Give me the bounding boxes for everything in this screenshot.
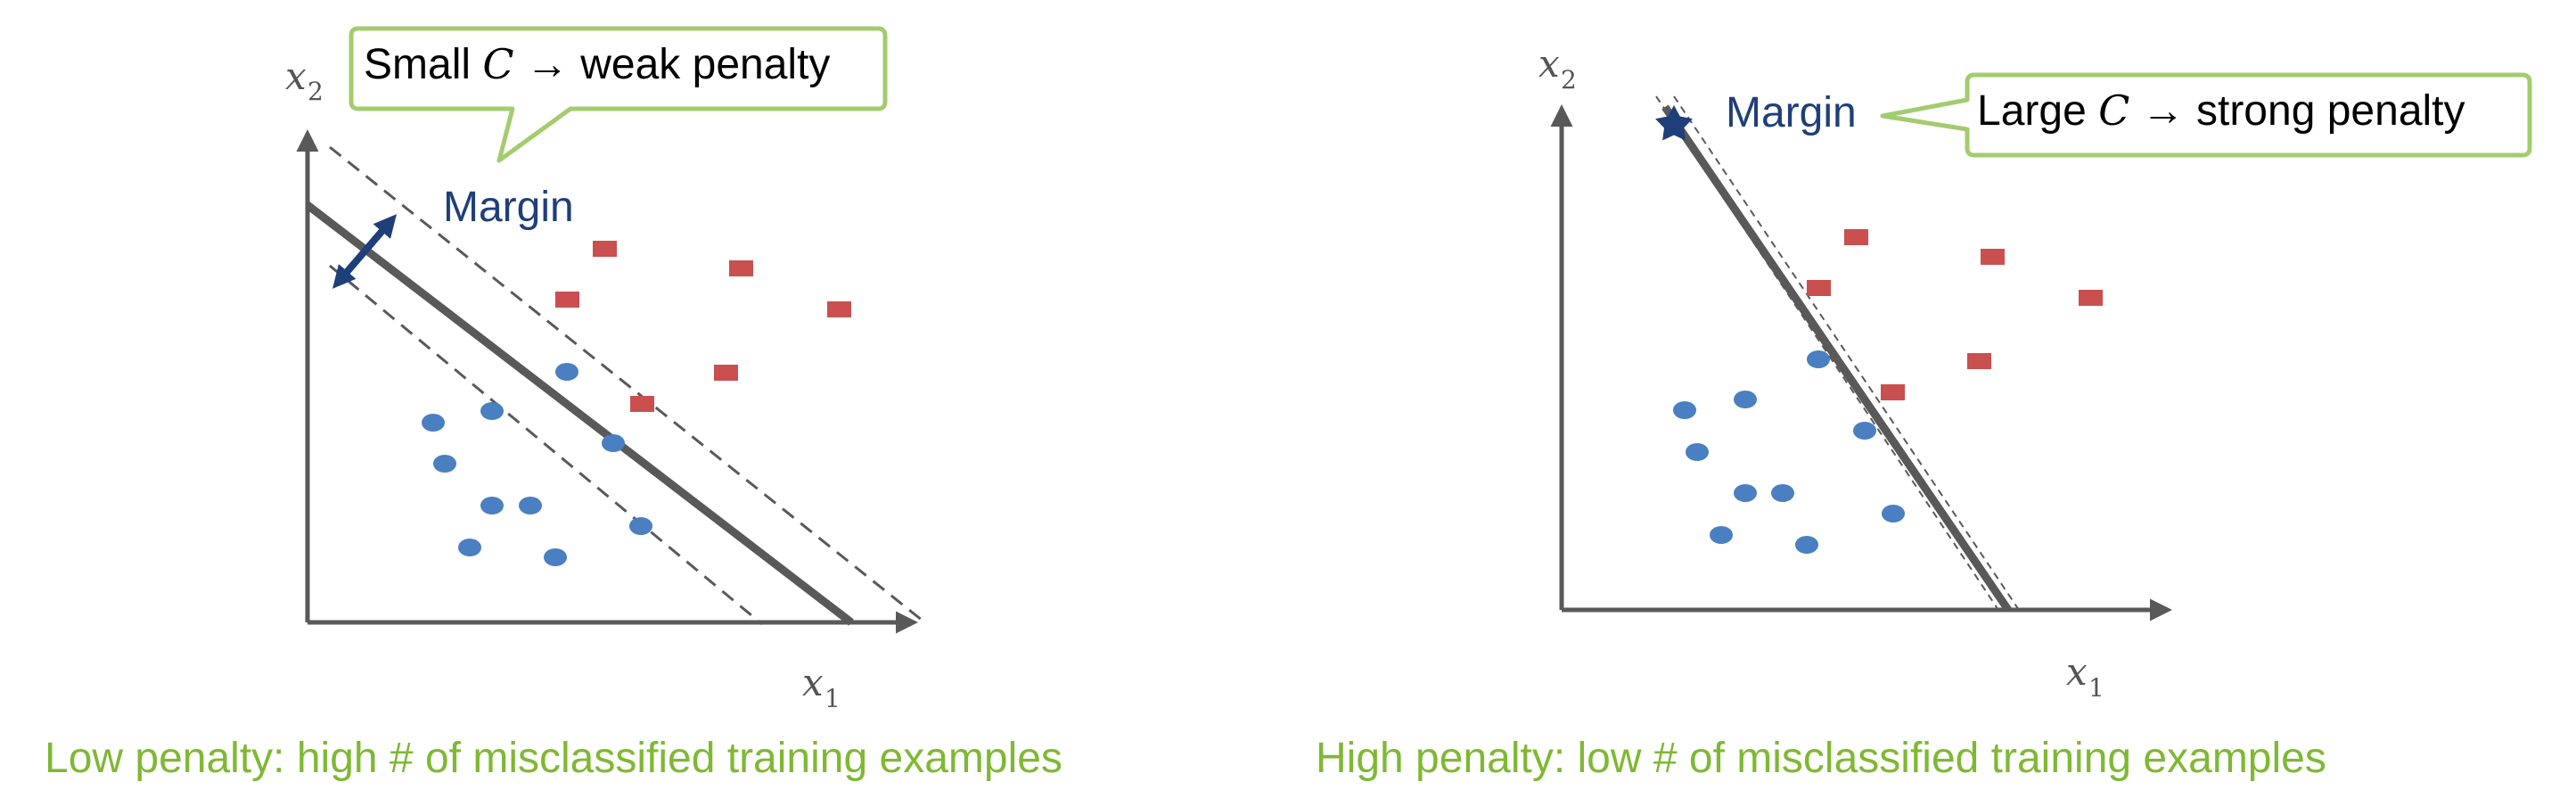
svg-text:x: x [1538,42,1560,86]
data-point-circle [1853,422,1876,440]
svg-text:1: 1 [2088,673,2104,703]
star-icon [1655,105,1693,141]
left-x-axis-label: x 1 [802,661,841,713]
right-right-margin-line [1673,95,2020,611]
data-point-square [593,241,617,257]
data-point-circle [519,497,542,514]
data-point-circle [1771,484,1794,502]
data-point-circle [1734,484,1757,502]
double-arrow-icon [332,214,398,289]
data-point-circle [1673,401,1696,419]
right-class-a-points [1673,350,1905,554]
left-panel: Margin x 2 x [285,26,928,713]
right-y-axis-label: x 2 [1538,42,1577,95]
left-y-axis-label: x 2 [285,54,324,106]
left-caption: Low penalty: high # of misclassified tra… [45,735,1062,782]
data-point-square [630,396,654,412]
svg-text:2: 2 [308,77,324,106]
left-upper-margin-line [329,145,928,626]
data-point-circle [602,434,625,452]
right-caption: High penalty: low # of misclassified tra… [1316,735,2326,782]
right-panel: Margin x 2 x [1538,42,2532,703]
data-point-circle [1710,526,1733,544]
data-point-square [1807,280,1831,296]
data-point-circle [1807,350,1830,368]
right-callout-text: Large C → strong penalty [1977,86,2465,135]
data-point-square [827,301,851,317]
left-class-a-points [422,363,652,566]
data-point-square [1844,229,1868,245]
data-point-circle [433,455,456,473]
left-margin-label: Margin [443,184,574,231]
data-point-circle [458,539,481,556]
right-x-axis-label: x 1 [2066,650,2104,703]
right-margin-label: Margin [1726,89,1857,136]
left-lower-margin-line [329,264,763,626]
data-point-circle [422,414,445,432]
data-point-circle [1686,443,1709,461]
left-class-b-points [555,241,851,412]
svg-text:x: x [2066,650,2088,694]
data-point-circle [555,363,578,381]
right-callout-box [1880,72,2532,158]
data-point-square [729,260,753,276]
data-point-circle [1795,536,1818,554]
data-point-square [555,292,579,308]
left-callout-box [349,26,888,163]
data-point-circle [480,497,504,514]
right-decision-boundary [1661,104,2012,613]
data-point-circle [1882,505,1905,523]
svg-text:1: 1 [824,684,841,713]
data-point-circle [544,548,567,566]
data-point-circle [1734,391,1757,408]
data-point-circle [629,517,652,535]
svg-text:x: x [802,661,824,704]
data-point-square [2079,290,2103,306]
data-point-square [1967,353,1991,369]
left-decision-boundary [305,202,854,626]
svg-text:2: 2 [1561,65,1577,95]
data-point-square [1881,384,1905,400]
right-class-b-points [1807,229,2103,400]
data-point-square [1981,249,2005,265]
svg-text:x: x [285,54,307,98]
left-callout-text: Small C → weak penalty [364,40,830,88]
data-point-circle [480,402,504,420]
data-point-square [714,365,738,381]
